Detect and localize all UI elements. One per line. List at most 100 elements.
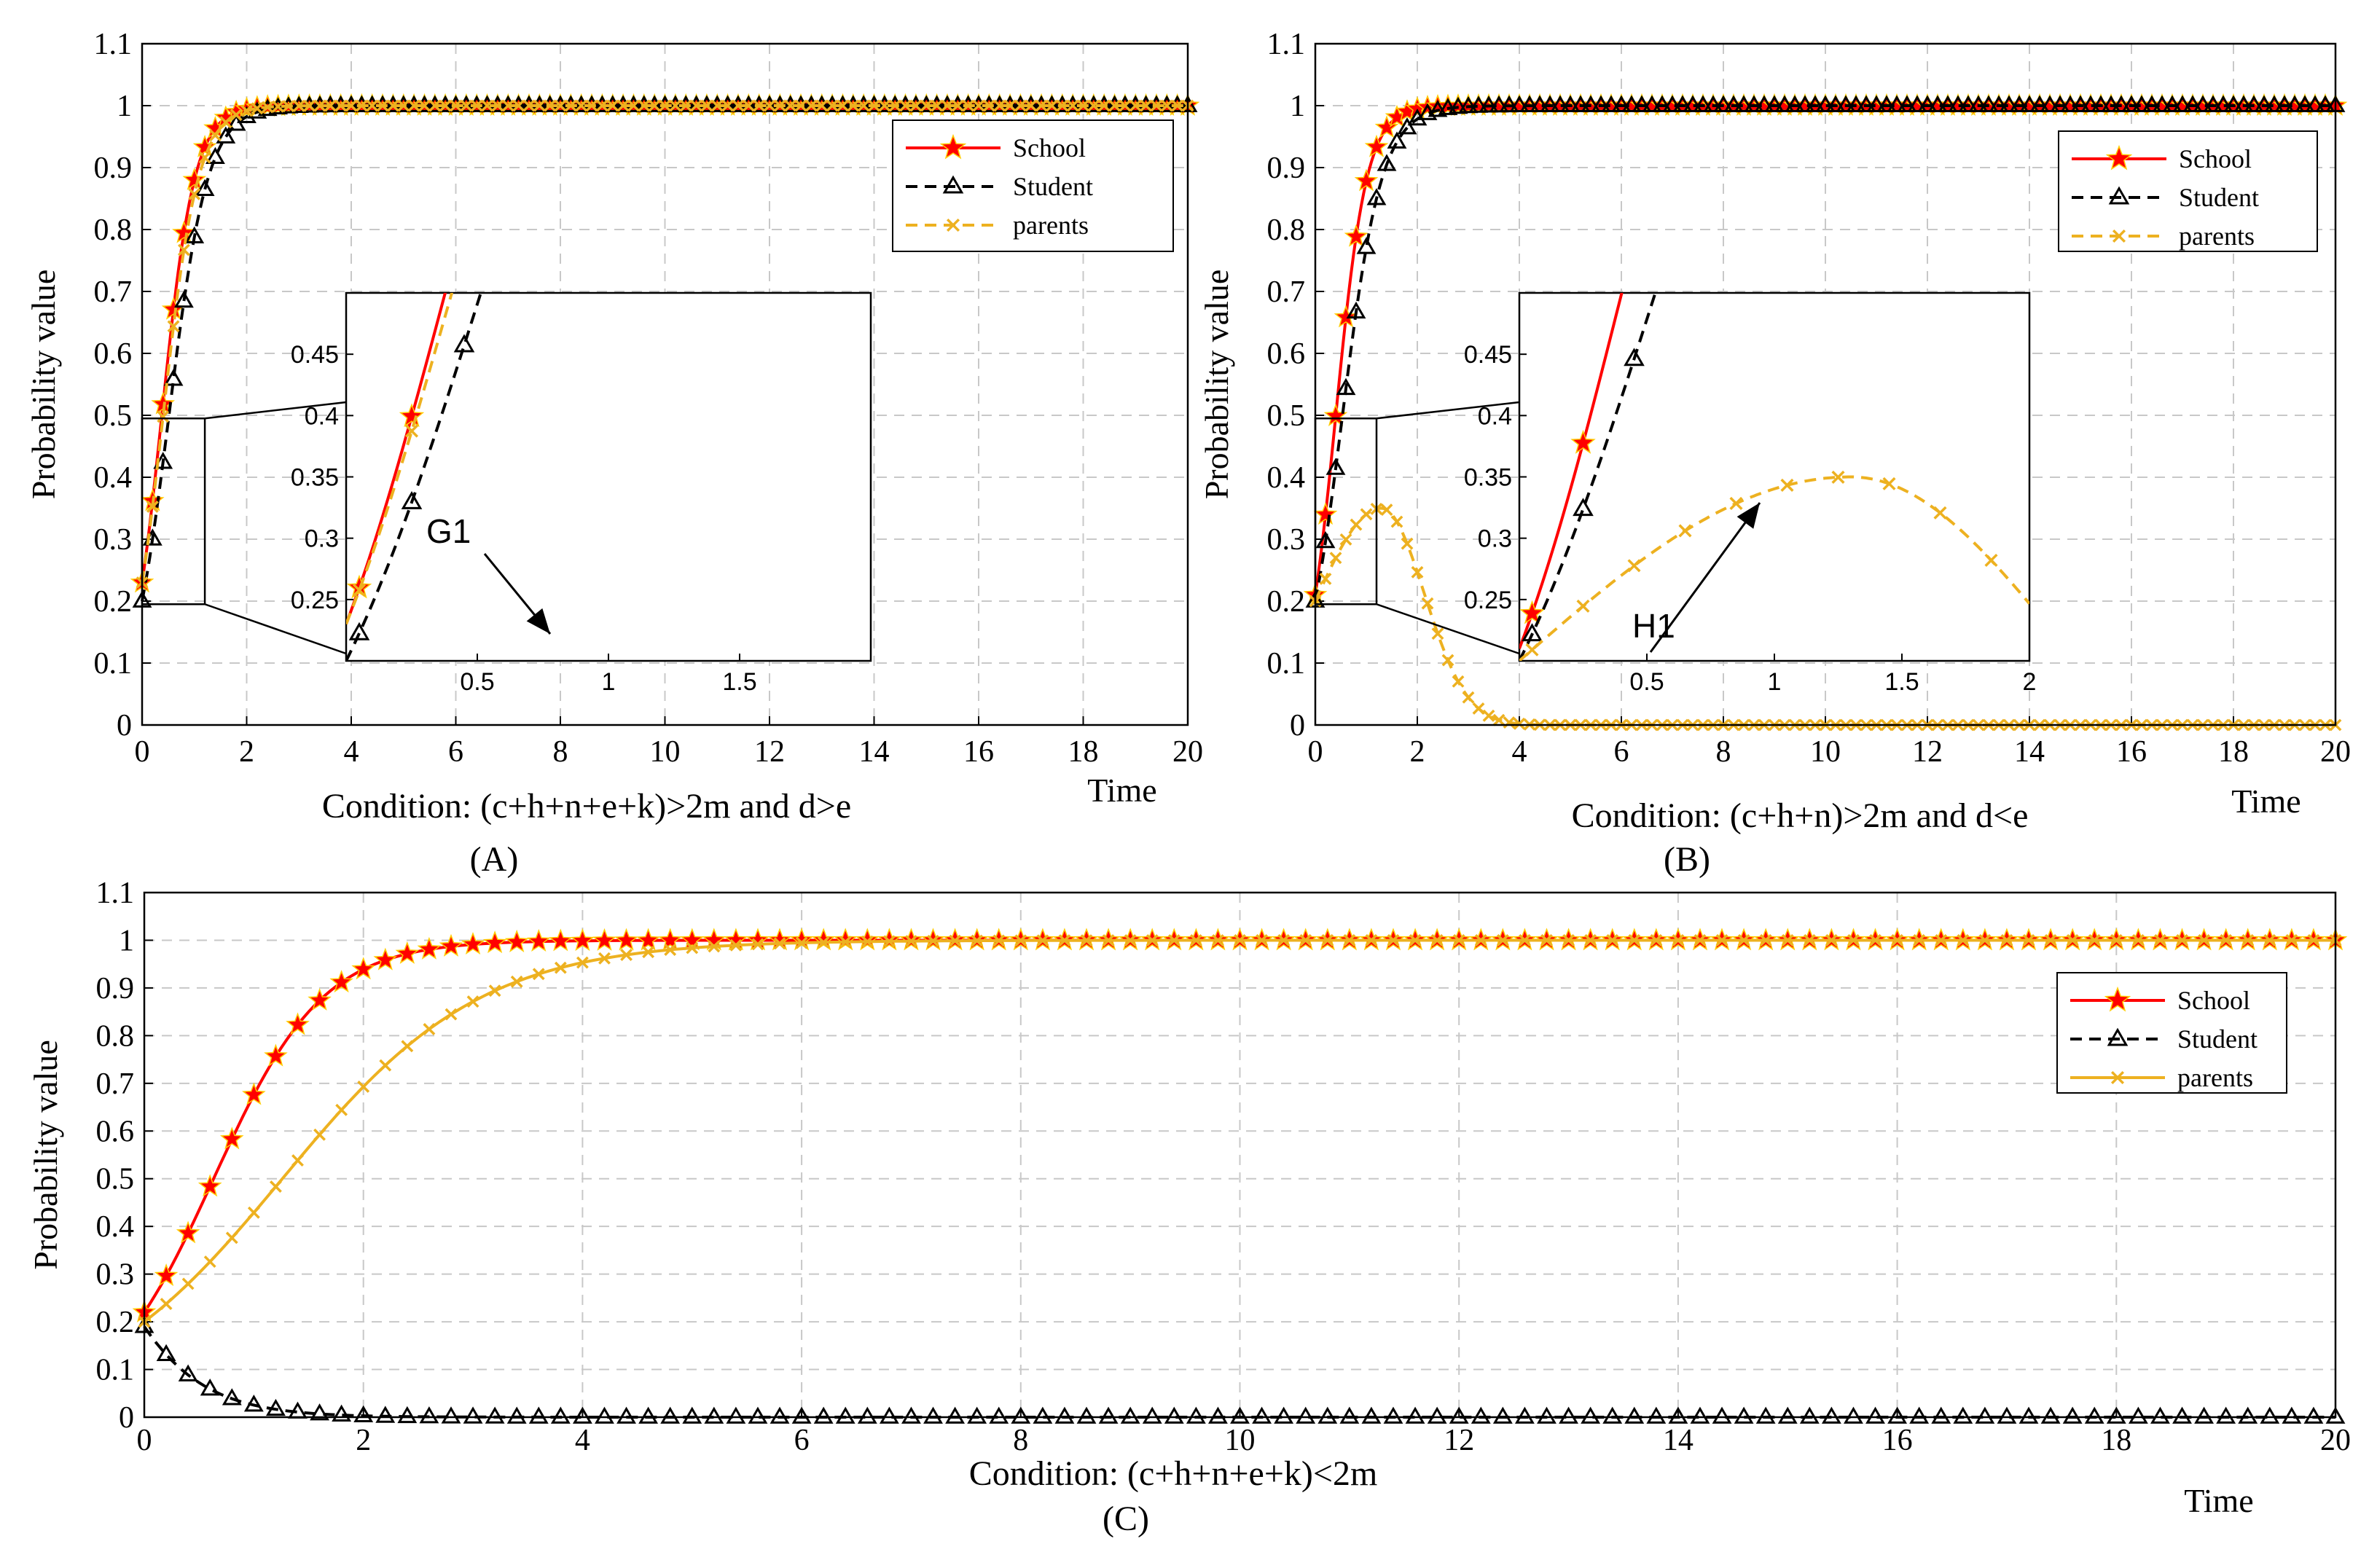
triangle-marker bbox=[1712, 1406, 1732, 1424]
triangle-marker bbox=[879, 1406, 899, 1424]
x-marker bbox=[642, 946, 655, 959]
x-marker bbox=[1003, 99, 1017, 112]
triangle-marker bbox=[1683, 95, 1703, 112]
triangle-marker bbox=[2018, 1406, 2039, 1424]
x-marker bbox=[878, 99, 891, 112]
triangle-marker bbox=[1489, 95, 1509, 113]
inset-series bbox=[346, 293, 482, 661]
x-marker bbox=[1540, 934, 1553, 946]
x-marker bbox=[1825, 934, 1838, 946]
inset-y-tick-label: 0.25 bbox=[291, 587, 339, 614]
x-marker bbox=[1831, 470, 1845, 484]
star-marker bbox=[811, 928, 836, 951]
triangle-marker bbox=[1997, 1406, 2017, 1424]
triangle-marker bbox=[222, 1388, 242, 1406]
inset: 0.5 1 1.5 2 0.25 0.3 0.35 0.4 0.45 H1 bbox=[1314, 291, 2036, 696]
inset-line-student bbox=[346, 293, 482, 661]
x-tick-label: 10 bbox=[1810, 735, 1841, 769]
x-marker bbox=[2176, 934, 2188, 946]
triangle-marker bbox=[2009, 95, 2029, 112]
triangle-marker bbox=[748, 1406, 768, 1424]
triangle-marker bbox=[813, 1406, 834, 1424]
x-marker bbox=[1562, 934, 1575, 946]
triangle-marker bbox=[1785, 95, 1805, 112]
x-marker bbox=[899, 99, 912, 112]
star-marker bbox=[899, 928, 923, 951]
inset-markers-parents bbox=[352, 424, 419, 597]
x-marker bbox=[1150, 99, 1163, 112]
x-marker bbox=[839, 936, 852, 949]
x-tick-label: 20 bbox=[2320, 1424, 2351, 1457]
triangle-marker bbox=[2172, 95, 2193, 112]
x-marker bbox=[203, 1255, 216, 1269]
legend: School Student parents bbox=[892, 119, 1174, 252]
triangle-marker bbox=[1449, 1406, 1469, 1424]
triangle-marker bbox=[857, 1406, 877, 1424]
triangle-marker bbox=[945, 1406, 966, 1424]
triangle-marker bbox=[1509, 95, 1530, 113]
x-marker bbox=[313, 99, 326, 112]
triangle-marker bbox=[1931, 1406, 1951, 1424]
triangle-marker bbox=[2106, 1406, 2126, 1424]
inset-line-parents bbox=[1519, 475, 2029, 661]
x-marker bbox=[1329, 552, 1342, 565]
x-marker bbox=[554, 961, 567, 974]
triangle-marker bbox=[550, 1406, 571, 1424]
triangle-marker bbox=[682, 1406, 702, 1424]
triangle-marker bbox=[1927, 95, 1948, 112]
x-marker bbox=[366, 99, 379, 112]
x-marker bbox=[888, 99, 901, 112]
x-marker bbox=[1058, 934, 1071, 947]
x-marker bbox=[2241, 934, 2255, 946]
triangle-marker bbox=[2062, 1406, 2083, 1424]
legend-box bbox=[2058, 130, 2318, 252]
triangle-marker bbox=[348, 622, 370, 640]
triangle-marker bbox=[704, 1406, 724, 1424]
triangle-marker bbox=[1438, 98, 1458, 115]
y-tick-label: 0.9 bbox=[1267, 152, 1306, 185]
x-marker bbox=[664, 944, 677, 956]
inset-x-tick-label: 1 bbox=[1768, 668, 1782, 696]
inset-x-tick-label: 1.5 bbox=[722, 668, 756, 696]
x-marker bbox=[1525, 643, 1539, 656]
x-marker bbox=[209, 129, 222, 142]
x-marker bbox=[167, 320, 180, 333]
y-tick-label: 0.4 bbox=[1267, 461, 1306, 495]
panel-c: 0 2 4 6 8 10 12 14 16 18 20 0 0.1 0.2 0.3 0.4 0.5 0.6 0.7 0… bbox=[27, 877, 2351, 1538]
triangle-marker bbox=[1652, 95, 1672, 112]
triangle-marker bbox=[1846, 95, 1866, 112]
x-tick-label: 4 bbox=[575, 1424, 590, 1457]
x-tick-label: 8 bbox=[553, 735, 568, 769]
x-marker bbox=[868, 99, 880, 112]
triangle-marker bbox=[2128, 1406, 2148, 1424]
y-tick-label: 0.6 bbox=[96, 1115, 135, 1148]
triangle-marker bbox=[2233, 95, 2254, 112]
triangle-marker bbox=[1795, 95, 1815, 112]
x-tick-label: 0 bbox=[135, 735, 150, 769]
x-marker bbox=[1576, 599, 1590, 613]
triangle-marker bbox=[1186, 1406, 1206, 1424]
y-tick-label: 0.3 bbox=[94, 523, 133, 557]
triangle-marker bbox=[1339, 1406, 1360, 1424]
triangle-marker bbox=[1968, 95, 1989, 112]
x-tick-label: 10 bbox=[650, 735, 681, 769]
x-marker bbox=[857, 99, 870, 112]
star-marker bbox=[219, 1126, 244, 1150]
star-marker bbox=[1344, 224, 1368, 247]
triangle-marker bbox=[332, 1404, 352, 1422]
x-marker bbox=[1513, 717, 1526, 730]
series-group bbox=[130, 93, 1200, 608]
triangle-marker bbox=[1336, 377, 1356, 396]
x-marker bbox=[669, 99, 682, 112]
x-marker bbox=[804, 99, 818, 112]
x-marker bbox=[407, 99, 420, 112]
x-marker bbox=[1803, 934, 1816, 946]
triangle-marker bbox=[1033, 1406, 1053, 1424]
triangle-marker bbox=[1142, 1406, 1162, 1424]
x-marker bbox=[470, 99, 483, 112]
x-marker bbox=[905, 935, 917, 948]
triangle-marker bbox=[1559, 1406, 1578, 1424]
x-marker bbox=[1046, 99, 1058, 112]
x-marker bbox=[1672, 934, 1685, 946]
